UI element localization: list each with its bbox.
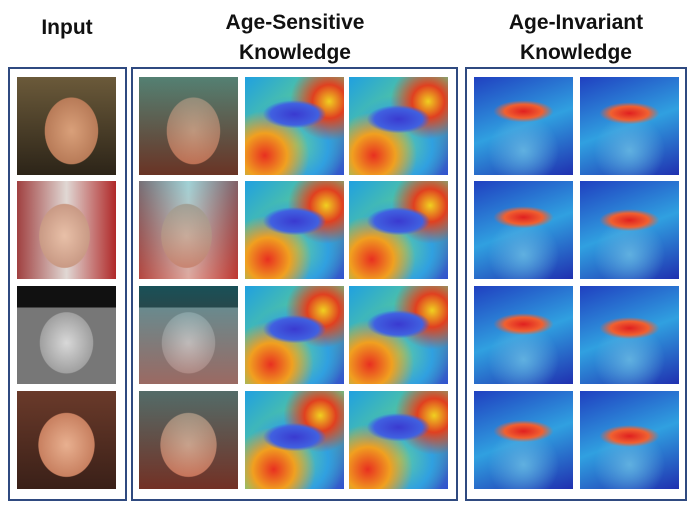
column-title: Age-Sensitive Knowledge bbox=[225, 11, 365, 64]
input-face bbox=[17, 77, 116, 175]
age-sensitive-heatmap bbox=[349, 181, 448, 279]
age-sensitive-heatmap bbox=[349, 286, 448, 384]
age-sensitive-heatmap bbox=[245, 181, 344, 279]
age-invariant-heatmap bbox=[474, 391, 573, 489]
age-sensitive-panel bbox=[131, 67, 458, 501]
age-invariant-heatmap bbox=[580, 391, 679, 489]
enhanced-face bbox=[139, 181, 238, 279]
enhanced-face bbox=[139, 391, 238, 489]
column-title: Input bbox=[41, 16, 93, 39]
age-sensitive-heatmap bbox=[349, 77, 448, 175]
age-invariant-heatmap bbox=[474, 181, 573, 279]
age-sensitive-heatmap bbox=[349, 391, 448, 489]
input-panel bbox=[8, 67, 127, 501]
age-invariant-heatmap bbox=[580, 286, 679, 384]
age-sensitive-heatmap bbox=[245, 77, 344, 175]
age-sensitive-heatmap bbox=[245, 391, 344, 489]
age-sensitive-heatmap bbox=[245, 286, 344, 384]
column-title: Age-Invariant Knowledge bbox=[508, 11, 644, 64]
input-face bbox=[17, 286, 116, 384]
enhanced-face bbox=[139, 286, 238, 384]
enhanced-face bbox=[139, 77, 238, 175]
input-face bbox=[17, 391, 116, 489]
age-invariant-heatmap bbox=[580, 77, 679, 175]
input-face bbox=[17, 181, 116, 279]
age-invariant-heatmap bbox=[474, 77, 573, 175]
age-invariant-heatmap bbox=[580, 181, 679, 279]
age-invariant-heatmap bbox=[474, 286, 573, 384]
age-invariant-panel bbox=[465, 67, 687, 501]
